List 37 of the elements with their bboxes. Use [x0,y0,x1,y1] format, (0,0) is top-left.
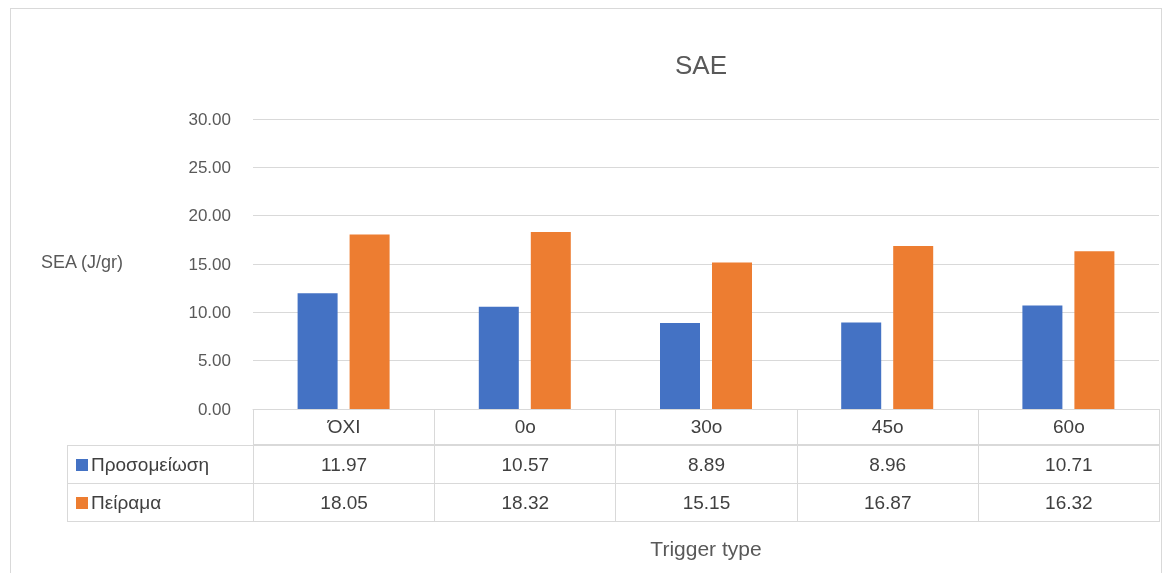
data-label: 8.89 [615,445,798,484]
y-tick-label: 20.00 [188,206,231,226]
x-axis-title: Trigger type [649,537,763,561]
legend-label: Προσομείωση [67,445,254,484]
bar [1022,305,1063,409]
y-tick-label: 5.00 [197,351,231,371]
y-tick-label: 30.00 [188,109,231,129]
x-tick-label: 30o [615,409,798,445]
bar [349,234,390,409]
data-label: 10.71 [977,445,1160,484]
x-tick-label: 45o [796,409,979,445]
y-axis-title: SEA (J/gr) [41,252,124,273]
bar [712,262,752,409]
y-tick-label: 10.00 [188,302,231,322]
bar [841,322,882,409]
bar [660,323,700,409]
x-tick-label: 0o [434,409,617,445]
data-label: 18.32 [434,483,617,522]
data-label: 8.96 [796,445,979,484]
bar [1074,251,1115,409]
bar [478,306,519,409]
data-label: 18.05 [253,483,436,522]
data-label: 15.15 [615,483,798,522]
legend-label: Πείραμα [67,483,254,522]
data-label: 10.57 [434,445,617,484]
y-tick-label: 15.00 [188,254,231,274]
data-label: 16.32 [977,483,1160,522]
data-label: 11.97 [253,445,436,484]
y-tick-label: 0.00 [197,399,231,419]
bar [893,245,934,409]
chart-title: SAE [674,50,728,80]
x-tick-label: ΌΧΙ [253,409,436,445]
y-tick-label: 25.00 [188,157,231,177]
bar [530,231,571,409]
x-tick-label: 60o [977,409,1160,445]
data-label: 16.87 [796,483,979,522]
bar [297,293,338,409]
